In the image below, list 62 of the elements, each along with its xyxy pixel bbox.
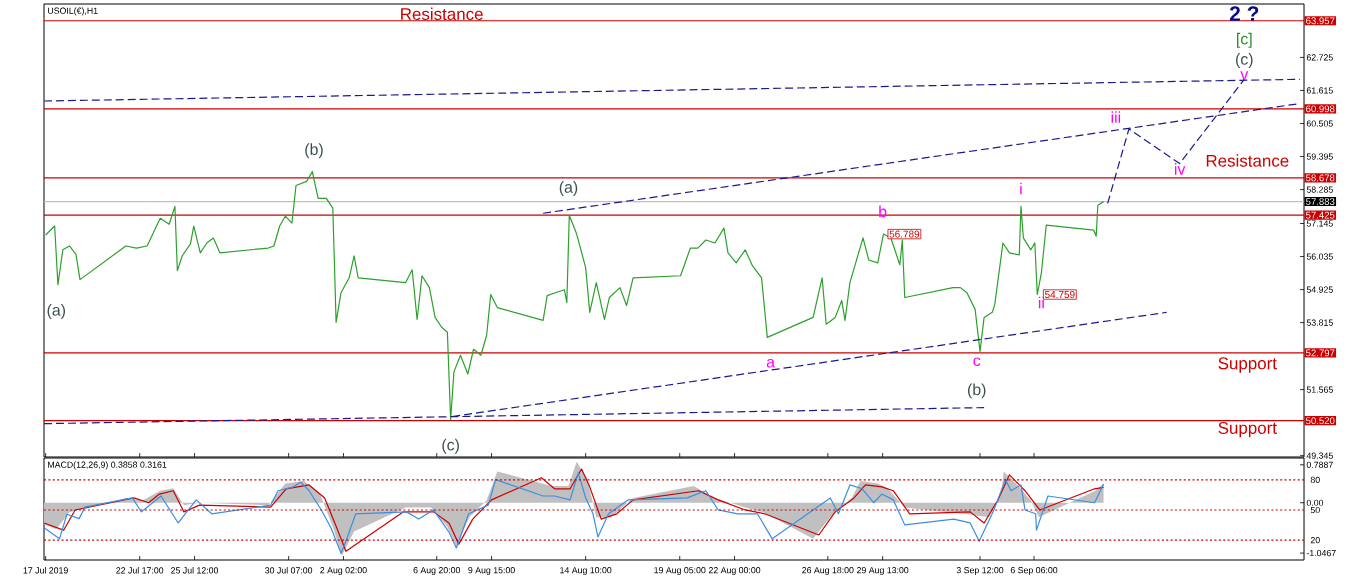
y-tick-label: 54.925 [1306,286,1333,293]
annotation: 56.789 [889,230,920,238]
ref-line-label: 50.520 [1305,417,1335,425]
y2-tick-label: 50 [1310,506,1320,514]
y-tick-label: 49.345 [1306,452,1333,459]
annotation: ii [1038,296,1044,309]
x-tick-label: 22 Aug 00:00 [708,567,761,575]
annotation: (c) [442,438,459,454]
annotation: (b) [305,143,323,159]
x-tick-label: 14 Aug 10:00 [560,567,612,575]
x-tick-label: 2 Aug 02:00 [320,567,367,575]
annotation: (b) [968,383,986,399]
annotation: Resistance [401,7,483,21]
x-tick-label: 17 Jul 2019 [23,567,68,574]
y-tick-label: -1.0467 [1306,550,1336,557]
y-tick-label: 56.035 [1306,253,1333,260]
annotation: a [766,358,775,368]
y2-tick-label: 20 [1310,537,1320,544]
annotation: (c) [1236,53,1253,68]
x-tick-label: 6 Aug 20:00 [413,567,461,575]
ref-line-label: 63.957 [1306,17,1335,25]
annotation: (a) [559,181,578,196]
x-tick-label: 25 Jul 12:00 [171,567,219,574]
annotation: Resistance [1206,154,1289,167]
ref-line-label: 60.998 [1306,105,1335,113]
ref-line-label: 58.678 [1305,174,1335,182]
x-tick-label: 26 Aug 18:00 [802,567,854,575]
y-tick-label: 62.725 [1306,54,1333,61]
y2-tick-label: 80 [1310,476,1320,483]
ref-line-label: 57.883 [1305,198,1335,205]
y-tick-label: 59.395 [1306,153,1333,160]
annotation: iv [1174,163,1186,175]
annotation: c [973,357,981,367]
x-tick-label: 22 Jul 17:00 [116,567,164,574]
annotation: v [1240,71,1249,80]
annotation: [c] [1237,32,1252,48]
y-tick-label: 61.615 [1306,87,1333,94]
x-tick-label: 6 Sep 06:00 [1010,567,1058,575]
y-tick-label: 53.815 [1306,319,1333,326]
annotation: 54.759 [1045,290,1075,299]
y-tick-label: 0.00 [1306,499,1324,506]
y-tick-label: 58.285 [1306,186,1333,193]
x-tick-label: 29 Aug 13:00 [857,567,909,575]
annotation: 2 ? [1229,6,1259,21]
x-tick-label: 19 Aug 05:00 [654,567,706,575]
ref-line-label: 57.425 [1305,211,1335,219]
annotation: b [879,205,887,218]
ref-line-label: 52.797 [1305,349,1335,357]
chart-title: USOIL(€),H1 [48,7,98,16]
y-tick-label: 60.505 [1306,120,1333,127]
y-tick-label: 57.145 [1306,220,1333,227]
annotation: Support [1218,421,1277,438]
x-tick-label: 3 Sep 12:00 [956,567,1004,575]
x-tick-label: 30 Jul 07:00 [265,567,313,574]
y-tick-label: 51.565 [1306,386,1333,393]
annotation: (a) [47,304,66,319]
annotation: iii [1111,111,1121,123]
x-tick-label: 9 Aug 15:00 [468,567,515,575]
annotation: i [1020,182,1022,195]
annotation: Support [1218,357,1277,373]
y-tick-label: 0.7887 [1306,461,1333,468]
chart-title: MACD(12,26,9) 0.3858 0.3161 [48,461,167,470]
